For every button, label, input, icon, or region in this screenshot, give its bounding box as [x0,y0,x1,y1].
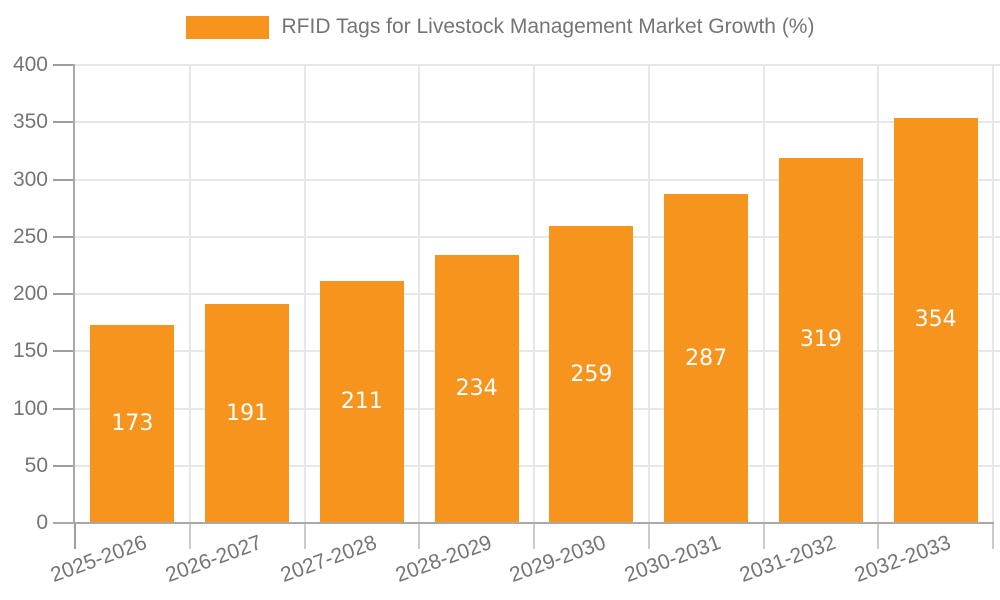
y-tick [53,178,75,181]
x-tick-label: 2025-2026 [47,531,151,587]
gridline-horizontal [75,64,1000,66]
y-tick-label: 150 [12,339,48,363]
x-tick-label: 2028-2029 [392,531,495,587]
y-tick [53,293,75,295]
x-tick [303,523,306,549]
bar-value-label: 173 [111,410,154,436]
bar-value-label: 234 [455,376,498,402]
x-tick [992,523,994,549]
gridline-vertical [762,65,765,523]
x-tick [533,523,535,549]
y-axis-line [73,64,75,524]
y-tick-label: 0 [36,511,48,534]
gridline-vertical [877,65,880,523]
bar-value-label: 354 [914,307,957,333]
gridline-horizontal [75,350,1000,353]
gridline-vertical [303,65,306,523]
y-tick-label: 200 [12,282,48,305]
gridline-horizontal [75,407,1000,410]
bar[interactable] [893,117,978,523]
y-tick [53,350,75,353]
gridline-vertical [992,65,994,523]
y-tick [53,64,75,66]
gridline-horizontal [75,293,1000,295]
x-tick [188,523,191,549]
bar-value-label: 191 [226,400,269,426]
legend-label: RFID Tags for Livestock Management Marke… [281,15,815,38]
y-tick-label: 400 [12,53,48,76]
bar-value-label: 287 [685,345,728,371]
bar[interactable] [778,157,863,523]
gridline-vertical [533,65,535,523]
y-tick [53,407,75,410]
x-tick [647,523,650,549]
x-tick-label: 2032-2033 [851,531,954,587]
legend[interactable]: RFID Tags for Livestock Management Marke… [0,15,1000,39]
gridline-horizontal [75,178,1000,181]
gridline-horizontal [75,121,1000,124]
gridline-vertical [647,65,650,523]
bar-value-label: 211 [340,389,383,415]
bar[interactable] [434,255,519,523]
gridline-horizontal [75,464,1000,467]
y-tick-label: 300 [12,167,48,191]
x-tick-label: 2031-2032 [736,531,839,587]
bar[interactable] [664,194,749,523]
x-tick-label: 2029-2030 [506,531,610,587]
y-tick-label: 350 [12,110,48,134]
gridline-vertical [188,65,191,523]
gridline-horizontal [75,235,1000,238]
bar[interactable] [319,281,404,523]
y-tick-label: 250 [12,224,48,248]
x-tick [74,523,76,549]
x-tick [877,523,880,549]
x-axis-line [53,522,994,524]
x-tick [762,523,765,549]
bar[interactable] [205,304,290,523]
y-tick [53,464,75,467]
bar[interactable] [90,324,175,523]
x-tick-label: 2030-2031 [621,531,724,587]
y-tick [53,121,75,124]
y-tick-label: 50 [24,453,48,477]
y-tick [53,235,75,238]
bar-value-label: 259 [570,361,613,387]
x-tick [418,523,421,549]
x-tick-label: 2027-2028 [277,531,380,587]
x-tick-label: 2026-2027 [162,531,265,587]
y-tick-label: 100 [12,396,48,420]
legend-swatch [185,15,269,39]
gridline-vertical [418,65,421,523]
bar[interactable] [549,226,634,523]
bar-value-label: 319 [799,327,842,353]
